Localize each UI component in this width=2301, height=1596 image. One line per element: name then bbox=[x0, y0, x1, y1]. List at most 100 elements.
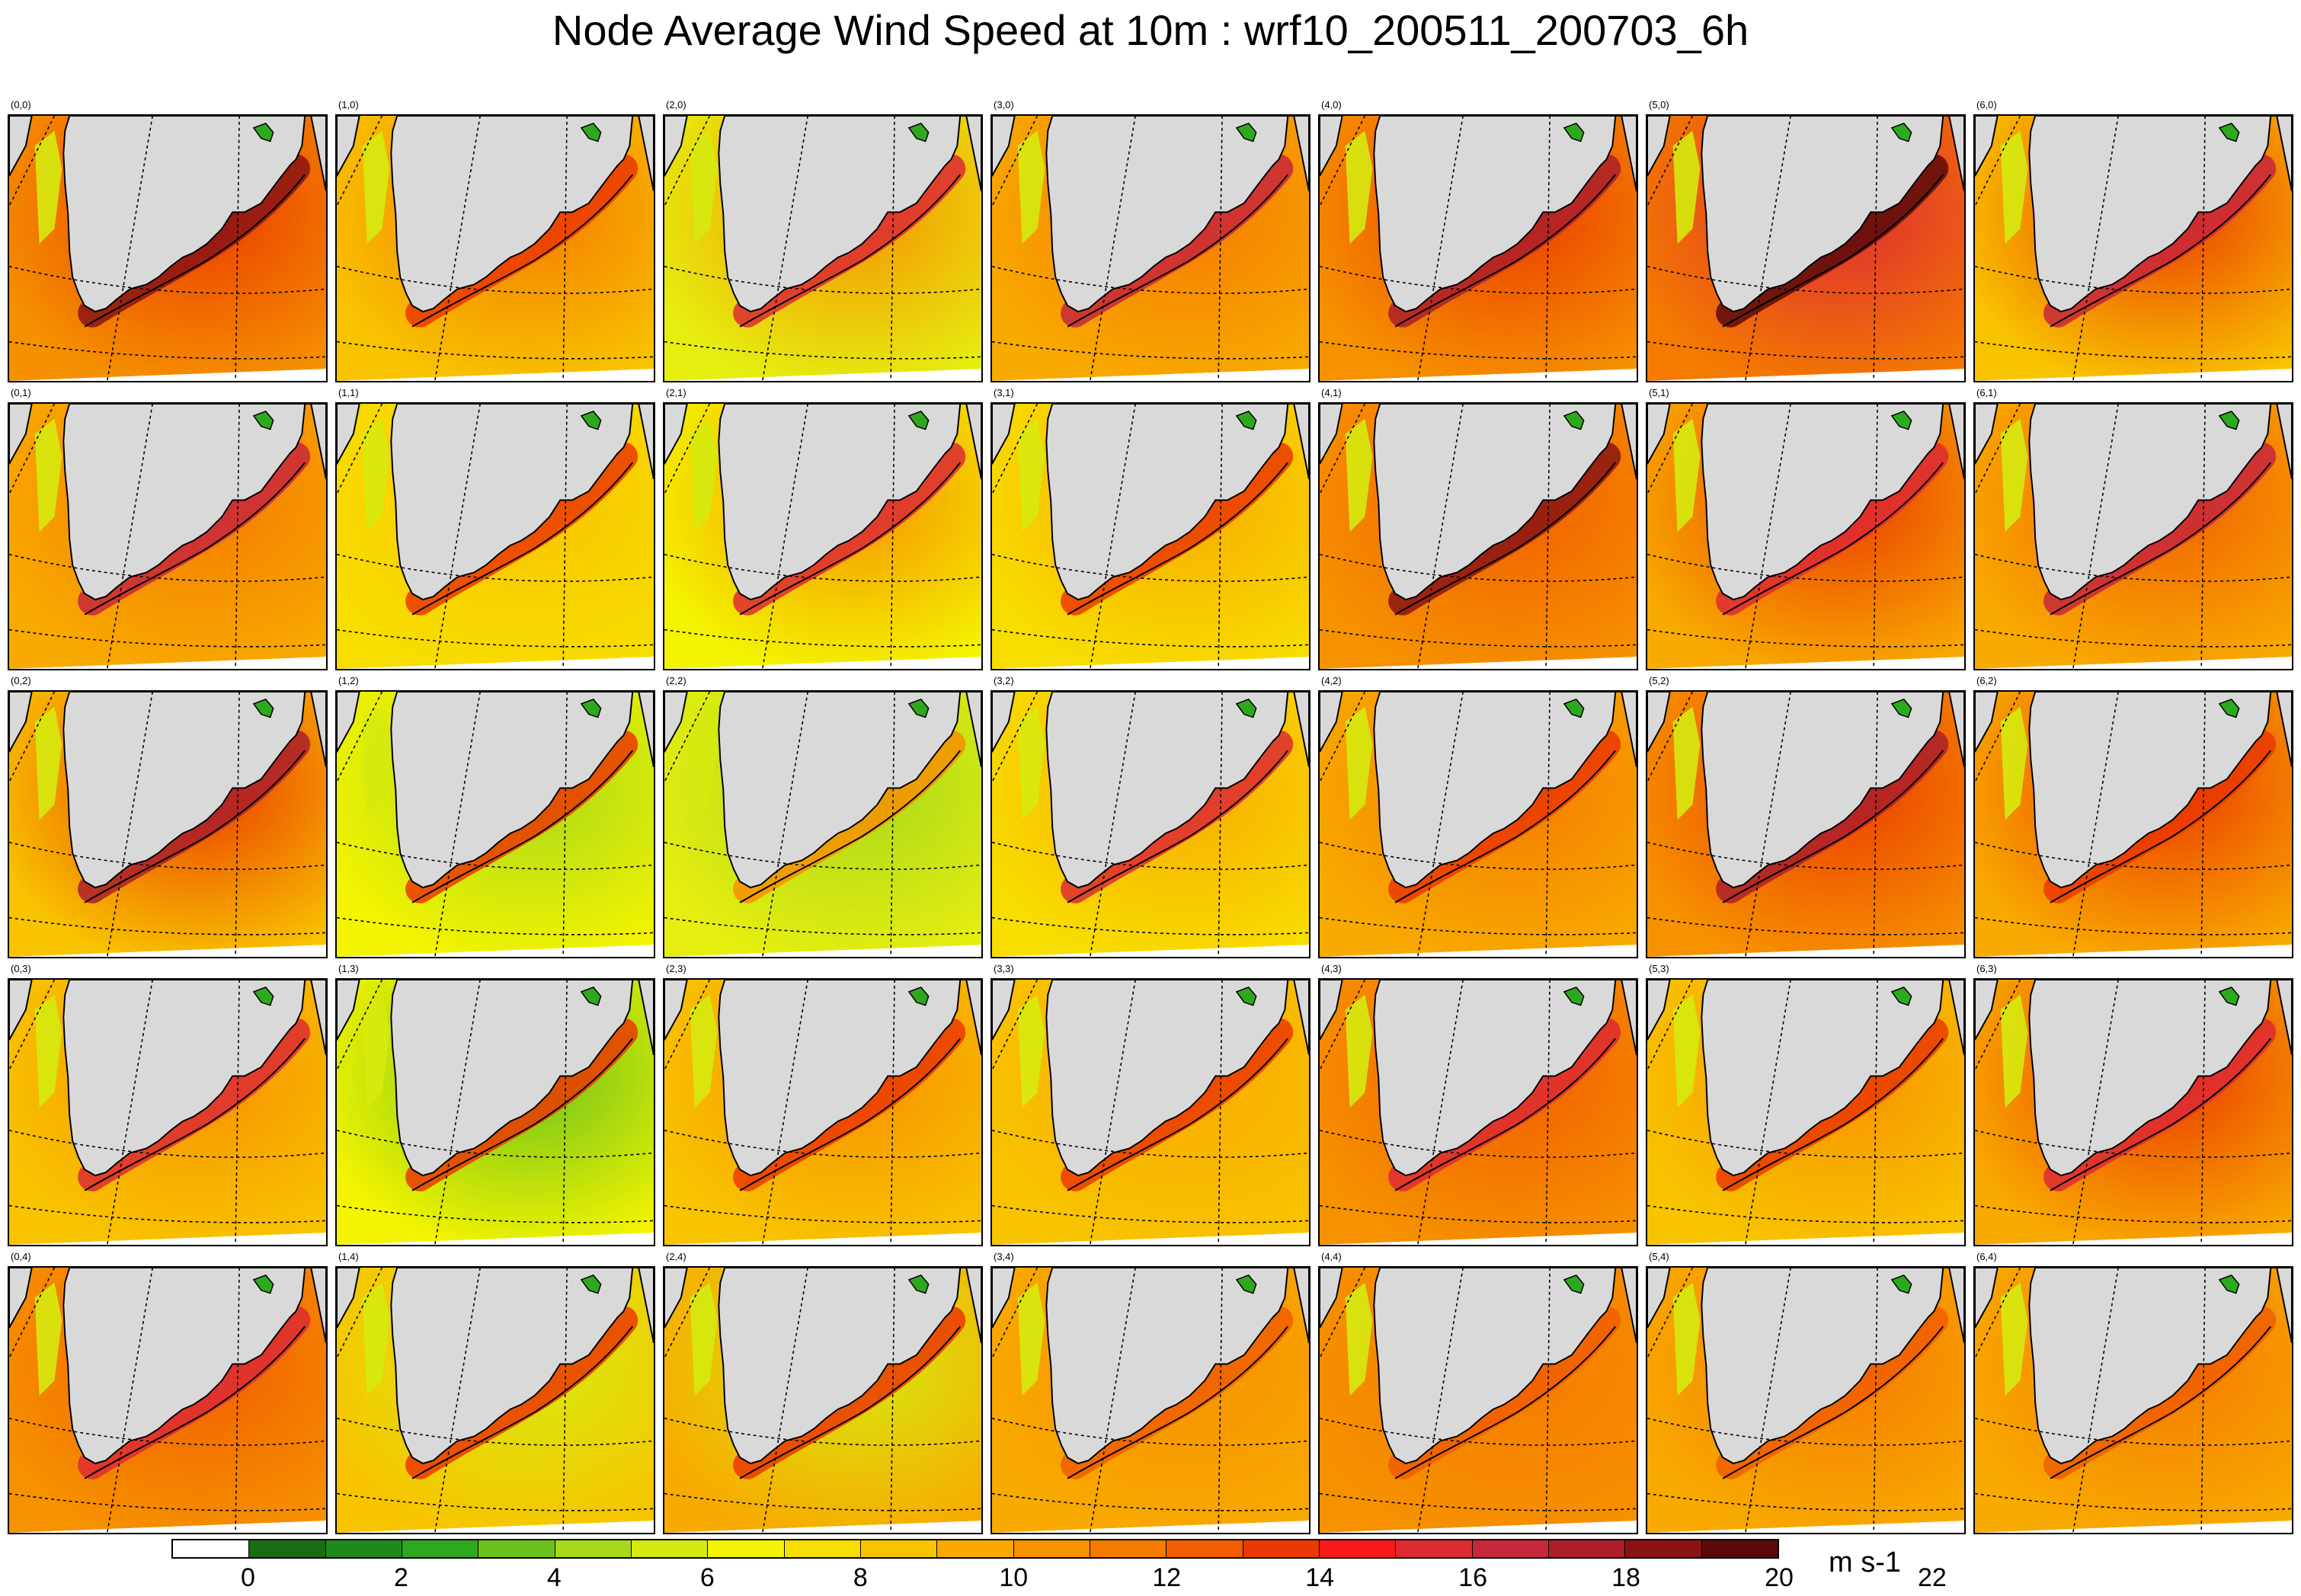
wind-speed-map bbox=[9, 116, 326, 381]
graticule-line bbox=[1744, 692, 1791, 957]
wind-contour-line bbox=[2050, 1326, 2272, 1479]
graticule-line bbox=[664, 265, 981, 294]
land-mass bbox=[1701, 1268, 1964, 1465]
node-label: (6,0) bbox=[1976, 99, 1997, 110]
colorbar-tick-label: 10 bbox=[999, 1563, 1029, 1592]
colorbar-box bbox=[860, 1540, 938, 1557]
land-mass bbox=[1045, 404, 1309, 601]
colorbar-box bbox=[1701, 1540, 1778, 1557]
chukotka-land bbox=[1647, 1268, 1671, 1329]
wind-speed-map bbox=[1975, 692, 2292, 957]
node-label: (0,3) bbox=[11, 963, 31, 974]
graticule-line bbox=[562, 116, 568, 381]
colorbar-tick-label: 12 bbox=[1152, 1563, 1182, 1592]
node-label: (6,2) bbox=[1976, 675, 1997, 686]
chukotka-land bbox=[1975, 1268, 1999, 1329]
graticule-line bbox=[337, 1204, 654, 1223]
land-mass bbox=[390, 404, 654, 601]
graticule-line bbox=[890, 692, 895, 957]
coastal-island bbox=[252, 1275, 274, 1294]
coastal-island bbox=[1890, 411, 1912, 430]
node-map-panel bbox=[1973, 114, 2293, 382]
land-mass bbox=[2028, 404, 2292, 601]
coastal-island bbox=[907, 699, 930, 718]
calm-coastal-strip bbox=[362, 994, 390, 1108]
wind-contour-line bbox=[739, 174, 962, 328]
node-map-panel bbox=[8, 114, 328, 382]
graticule-line bbox=[1975, 1129, 2292, 1158]
land-mass bbox=[62, 980, 326, 1177]
node-map-panel bbox=[990, 690, 1311, 958]
calm-coastal-strip bbox=[2000, 418, 2028, 533]
coastal-island bbox=[1890, 987, 1912, 1006]
node-map-panel bbox=[8, 1266, 328, 1534]
colorbar-box bbox=[402, 1540, 479, 1557]
wind-speed-map bbox=[9, 692, 326, 957]
graticule-line bbox=[1975, 841, 2292, 870]
coastal-island bbox=[1890, 699, 1912, 718]
node-map-panel bbox=[8, 978, 328, 1246]
graticule-line bbox=[890, 980, 895, 1245]
colorbar-box bbox=[1013, 1540, 1090, 1557]
graticule-line bbox=[761, 404, 808, 669]
coastal-island bbox=[1563, 123, 1585, 142]
land-mass bbox=[1701, 980, 1964, 1177]
graticule-line bbox=[1975, 553, 2292, 582]
node-label: (1,3) bbox=[338, 963, 359, 974]
coastal-island bbox=[252, 123, 274, 142]
node-map-panel bbox=[335, 978, 655, 1246]
calm-coastal-strip bbox=[362, 418, 390, 533]
chukotka-land bbox=[337, 980, 360, 1041]
node-label: (2,4) bbox=[666, 1251, 686, 1262]
graticule-line bbox=[992, 1417, 1309, 1446]
graticule-line bbox=[2200, 692, 2206, 957]
node-map-panel bbox=[990, 114, 1311, 382]
graticule-line bbox=[992, 1129, 1309, 1158]
land-mass bbox=[1701, 404, 1964, 601]
calm-coastal-strip bbox=[34, 1282, 62, 1396]
node-map-panel bbox=[1973, 1266, 2293, 1534]
graticule-line bbox=[664, 1129, 981, 1158]
outside-domain bbox=[1647, 369, 1964, 381]
node-map-panel bbox=[663, 114, 983, 382]
graticule-line bbox=[890, 116, 895, 381]
graticule-line bbox=[1320, 553, 1637, 582]
graticule-line bbox=[1320, 916, 1637, 936]
graticule-line bbox=[235, 1268, 240, 1533]
chukotka-land bbox=[1975, 692, 1999, 753]
chukotka-land bbox=[1647, 404, 1671, 465]
outside-domain bbox=[1320, 369, 1637, 381]
outside-domain bbox=[337, 369, 654, 381]
graticule-line bbox=[9, 1492, 326, 1511]
graticule-line bbox=[337, 1492, 654, 1511]
graticule-line bbox=[1089, 116, 1136, 381]
graticule-line bbox=[1647, 265, 1964, 294]
chukotka-land bbox=[1320, 692, 1343, 753]
calm-coastal-strip bbox=[362, 1282, 390, 1396]
wind-contour-line bbox=[1067, 1038, 1289, 1191]
graticule-line bbox=[664, 1204, 981, 1223]
colorbar-tick-label: 4 bbox=[546, 1563, 562, 1592]
graticule-line bbox=[1416, 404, 1464, 669]
node-map-panel bbox=[335, 114, 655, 382]
outside-domain bbox=[9, 657, 326, 669]
graticule-line bbox=[337, 916, 654, 936]
graticule-line bbox=[992, 265, 1309, 294]
graticule-line bbox=[1975, 265, 2292, 294]
colorbar-box bbox=[555, 1540, 632, 1557]
node-label: (4,0) bbox=[1321, 99, 1342, 110]
graticule-line bbox=[9, 628, 326, 648]
wind-speed-map bbox=[992, 116, 1309, 381]
graticule-line bbox=[664, 404, 711, 494]
graticule-line bbox=[434, 404, 481, 669]
wind-contour-line bbox=[1722, 1326, 1944, 1479]
graticule-line bbox=[1873, 404, 1878, 669]
graticule-line bbox=[1089, 980, 1136, 1245]
chukotka-land bbox=[1320, 980, 1343, 1041]
graticule-line bbox=[1320, 1417, 1637, 1446]
graticule-line bbox=[992, 1204, 1309, 1223]
chukotka-land bbox=[1320, 116, 1343, 177]
colorbar-box bbox=[325, 1540, 402, 1557]
calm-coastal-strip bbox=[1017, 418, 1045, 533]
coastal-island bbox=[580, 699, 602, 718]
